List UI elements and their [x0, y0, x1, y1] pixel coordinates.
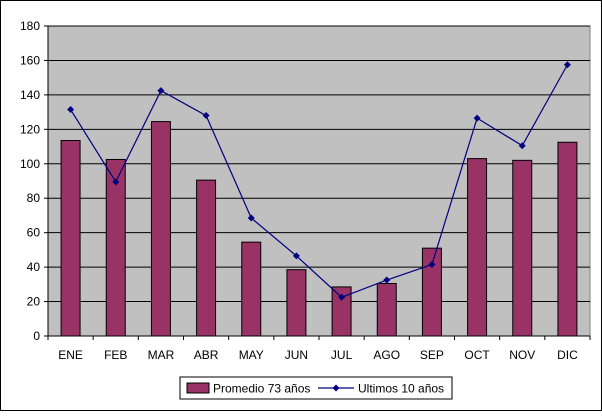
point-jun	[292, 252, 300, 260]
y-tick-label-180: 180	[20, 19, 40, 33]
bar-nov	[512, 159, 533, 337]
y-axis-tick-labels: 0 20 40 60 80 100 120 140 160 180	[20, 19, 48, 343]
point-ago	[383, 276, 391, 284]
point-dic	[563, 61, 571, 69]
bar-oct	[467, 158, 488, 337]
x-axis-tick-labels: ENE FEB MAR ABR MAY JUN JUL AGO SEP OCT NOV DIC	[47, 336, 591, 362]
x-tick-label-feb: FEB	[104, 348, 127, 362]
bar-may	[241, 241, 262, 337]
point-nov	[518, 142, 526, 150]
y-tick-label-80: 80	[27, 191, 41, 205]
x-tick-label-may: MAY	[239, 348, 264, 362]
bar-ene	[60, 140, 81, 337]
x-tick-label-mar: MAR	[148, 348, 175, 362]
x-tick-label-oct: OCT	[464, 348, 490, 362]
bar-abr	[196, 179, 217, 337]
x-tick-label-nov: NOV	[509, 348, 535, 362]
plot-area	[47, 25, 591, 337]
point-abr	[202, 112, 210, 120]
y-tick-label-20: 20	[27, 295, 41, 309]
x-tick-label-dic: DIC	[557, 348, 578, 362]
point-ene	[67, 106, 75, 114]
x-tick-label-jun: JUN	[285, 348, 308, 362]
point-mar	[157, 87, 165, 95]
x-tick-label-abr: ABR	[194, 348, 219, 362]
point-jul	[338, 293, 346, 301]
y-tick-label-100: 100	[20, 157, 40, 171]
y-tick-label-140: 140	[20, 88, 40, 102]
y-tick-label-160: 160	[20, 53, 40, 67]
x-tick-label-sep: SEP	[420, 348, 444, 362]
point-may	[247, 214, 255, 222]
bar-ago	[376, 282, 397, 337]
legend-line-marker	[332, 384, 340, 392]
legend: Promedio 73 años Ultimos 10 años	[179, 376, 453, 400]
bar-jun	[286, 269, 307, 337]
bar-mar	[150, 121, 171, 337]
y-tick-label-60: 60	[27, 226, 41, 240]
bar-feb	[105, 158, 126, 337]
point-oct	[473, 114, 481, 122]
legend-label-promedio: Promedio 73 años	[213, 382, 310, 396]
x-tick-label-ene: ENE	[58, 348, 83, 362]
x-tick-label-ago: AGO	[373, 348, 400, 362]
y-tick-label-120: 120	[20, 122, 40, 136]
point-feb	[112, 178, 120, 186]
point-sep	[428, 261, 436, 269]
legend-box	[179, 376, 453, 400]
y-tick-label-40: 40	[27, 260, 41, 274]
line-series	[67, 61, 571, 301]
x-tick-label-jul: JUL	[331, 348, 353, 362]
bar-dic	[557, 141, 578, 337]
y-tick-label-0: 0	[33, 329, 40, 343]
line-ultimos-10-anos	[70, 64, 568, 298]
grid-lines	[48, 25, 590, 303]
legend-bar-swatch	[186, 382, 210, 394]
legend-label-ultimos: Ultimos 10 años	[358, 382, 444, 396]
